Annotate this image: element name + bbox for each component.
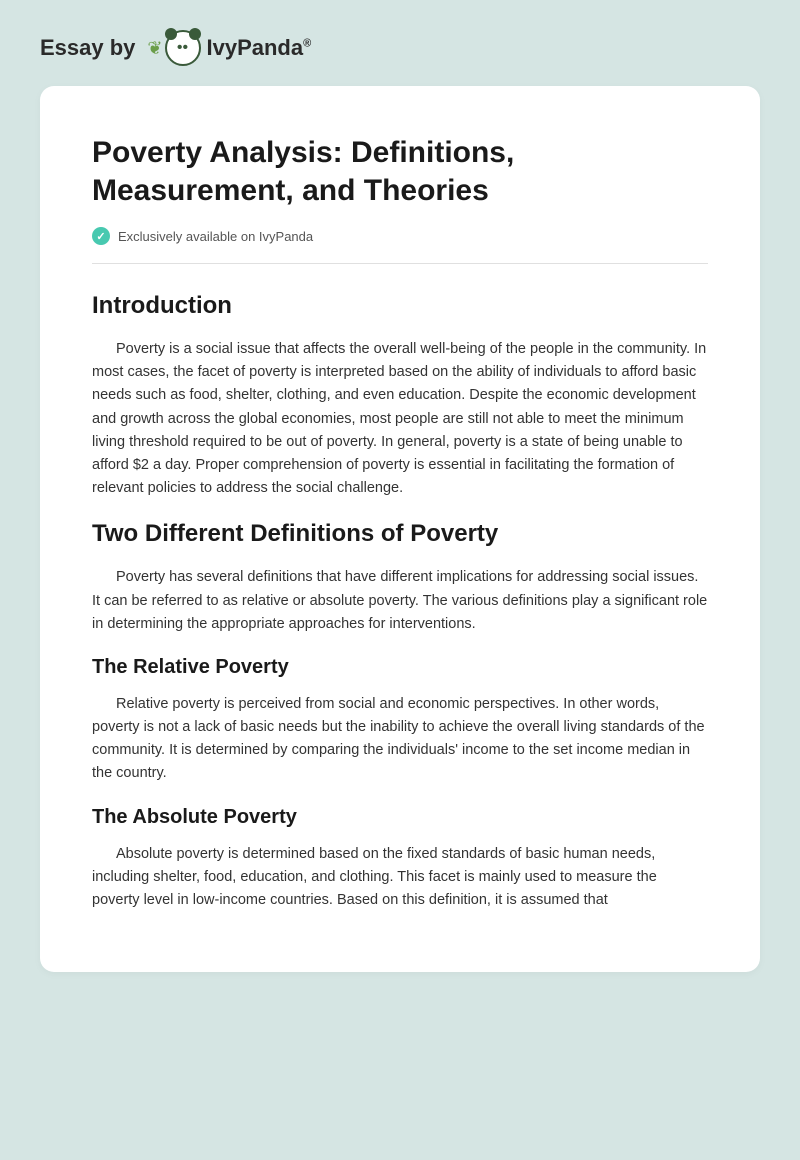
page-title: Poverty Analysis: Definitions, Measureme… [92, 134, 708, 209]
badge-text: Exclusively available on IvyPanda [118, 229, 313, 244]
document-card: Poverty Analysis: Definitions, Measureme… [40, 86, 760, 972]
registered-icon: ® [303, 38, 311, 50]
leaf-icon: ❦ [147, 38, 162, 59]
subsection-heading-relative: The Relative Poverty [92, 656, 708, 679]
paragraph-intro: Poverty is a social issue that affects t… [92, 338, 708, 500]
brand-name: IvyPanda® [207, 35, 312, 61]
subsection-heading-absolute: The Absolute Poverty [92, 806, 708, 829]
header-bar: Essay by ❦ •• IvyPanda® [40, 30, 760, 66]
brand-text: IvyPanda [207, 35, 304, 60]
exclusive-badge: ✓ Exclusively available on IvyPanda [92, 227, 708, 264]
panda-icon: •• [165, 30, 201, 66]
section-heading-intro: Introduction [92, 292, 708, 320]
essay-by-label: Essay by [40, 35, 135, 61]
brand-logo: ❦ •• IvyPanda® [147, 30, 311, 66]
check-icon: ✓ [92, 227, 110, 245]
section-heading-definitions: Two Different Definitions of Poverty [92, 520, 708, 548]
paragraph-absolute: Absolute poverty is determined based on … [92, 843, 708, 913]
paragraph-definitions: Poverty has several definitions that hav… [92, 566, 708, 636]
paragraph-relative: Relative poverty is perceived from socia… [92, 693, 708, 786]
